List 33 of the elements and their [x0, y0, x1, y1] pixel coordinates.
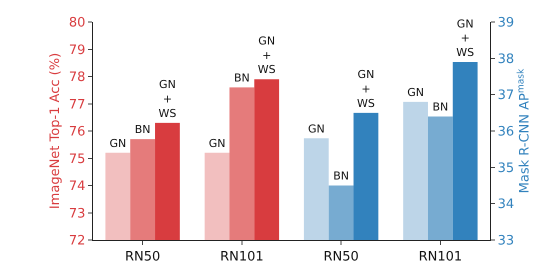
y2-tick-label: 35	[498, 160, 514, 176]
y-tick-label: 80	[68, 16, 86, 31]
data-label: GN + WS	[356, 68, 375, 110]
y-axis-title: ImageNet Top-1 Acc (%)	[48, 52, 63, 210]
data-label: GN	[109, 136, 126, 150]
y-tick-label: 73	[68, 206, 86, 222]
data-label: BN	[134, 123, 151, 136]
x-tick-label: RN101	[220, 250, 264, 265]
y2-tick-label: 33	[498, 234, 514, 249]
y2-tick-label: 34	[498, 197, 514, 212]
y2-tick-label: 39	[498, 16, 514, 31]
data-label: GN	[308, 122, 325, 136]
y-tick-label: 72	[68, 234, 86, 249]
data-label: GN	[208, 136, 226, 150]
y-tick-label: 74	[68, 179, 86, 194]
y-tick-label: 77	[68, 97, 86, 112]
y-tick-label: 79	[68, 42, 86, 58]
x-tick-label: RN101	[418, 250, 462, 265]
data-label: GN	[407, 86, 424, 99]
y-tick-label: 78	[68, 70, 86, 86]
y2-tick-label: 38	[498, 52, 514, 67]
data-label: GN + WS	[456, 17, 474, 59]
data-label: BN	[432, 100, 448, 114]
x-tick-label: RN50	[323, 250, 359, 265]
y-tick-label: 76	[68, 124, 86, 140]
data-label: GN + WS	[158, 78, 176, 120]
y2-tick-label: 37	[498, 88, 514, 104]
x-tick-label: RN50	[124, 250, 160, 265]
data-label: GN + WS	[258, 34, 276, 76]
y2-tick-label: 36	[498, 124, 514, 140]
data-label: BN	[333, 170, 350, 182]
y-tick-label: 75	[68, 152, 86, 167]
data-label: BN	[234, 71, 250, 84]
